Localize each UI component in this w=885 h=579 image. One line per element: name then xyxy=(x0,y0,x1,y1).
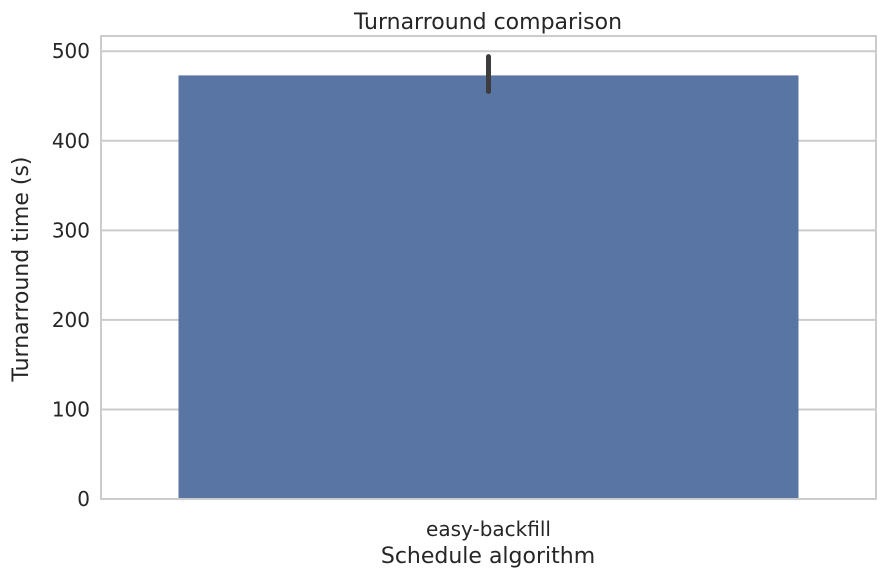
chart-title: Turnarround comparison xyxy=(353,10,622,35)
bars xyxy=(178,75,799,499)
y-tick-label: 500 xyxy=(52,39,90,63)
y-axis-label: Turnarround time (s) xyxy=(9,157,34,383)
y-tick-label: 300 xyxy=(52,218,90,242)
y-tick-label: 0 xyxy=(77,487,90,511)
y-tick-label: 400 xyxy=(52,129,90,153)
bar xyxy=(178,75,799,499)
x-tick-label: easy-backfill xyxy=(426,517,551,541)
x-axis-label: Schedule algorithm xyxy=(381,544,595,569)
y-tick-labels: 0 100 200 300 400 500 xyxy=(52,39,90,511)
y-tick-label: 100 xyxy=(52,397,90,421)
plot-frame xyxy=(100,35,877,500)
x-tick-labels: easy-backfill xyxy=(426,517,551,541)
y-tick-label: 200 xyxy=(52,308,90,332)
